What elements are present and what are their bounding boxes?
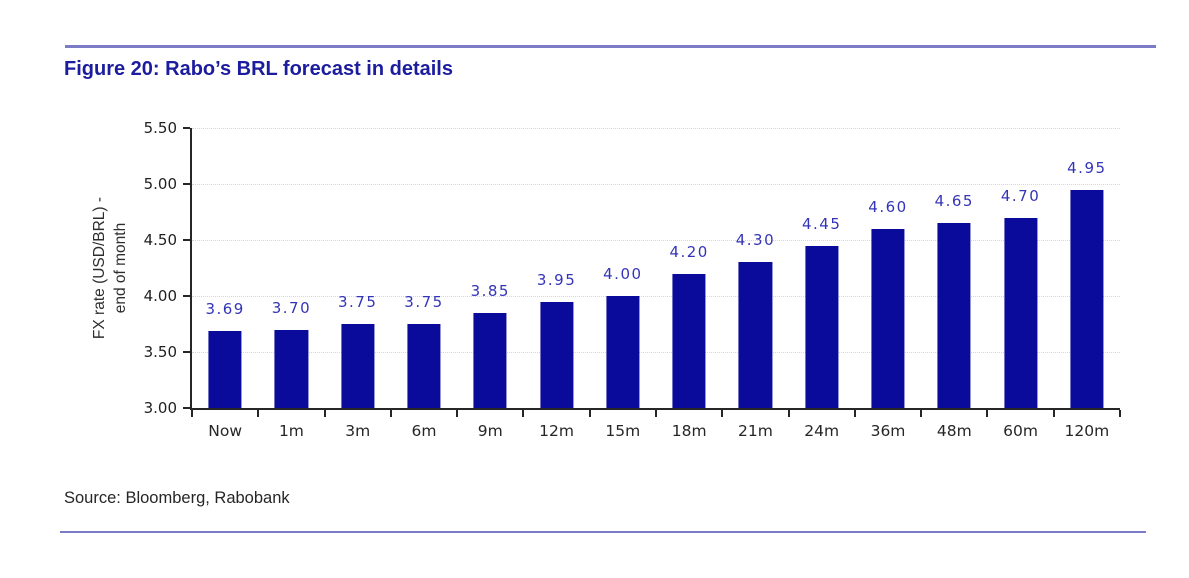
x-axis-category-label: Now (208, 422, 243, 440)
y-tick-label: 3.00 (143, 399, 177, 417)
bar-value-label: 4.60 (868, 197, 908, 216)
y-axis-tick (183, 239, 190, 241)
y-tick-label: 4.00 (143, 287, 177, 305)
bar (871, 228, 905, 408)
bar (341, 324, 375, 408)
x-axis-tick (1119, 410, 1121, 417)
x-axis-category-label: 6m (411, 422, 437, 440)
bar (937, 223, 971, 408)
x-axis-tick (1052, 410, 1055, 417)
y-tick-label: 5.50 (143, 119, 177, 137)
y-tick-label: 5.00 (143, 175, 177, 193)
bar-value-label: 4.70 (1000, 186, 1041, 205)
x-axis-tick (787, 410, 790, 417)
bar-value-label: 4.45 (802, 214, 842, 233)
x-axis-tick (655, 410, 657, 417)
bar-value-label: 4.95 (1067, 158, 1107, 177)
x-axis-tick (853, 410, 856, 417)
gridline (192, 240, 1120, 241)
bar-value-label: 4.65 (934, 192, 974, 211)
y-axis-tick (183, 295, 190, 297)
bar (473, 312, 507, 408)
x-axis-category-label: 9m (477, 422, 503, 440)
x-axis-category-label: 18m (671, 422, 707, 440)
x-axis-category-label: 24m (804, 422, 840, 440)
gridline (192, 352, 1120, 353)
x-axis-category-label: 36m (870, 422, 906, 440)
bar-value-label: 3.75 (404, 293, 444, 311)
y-tick-label: 4.50 (143, 231, 177, 249)
x-axis-category-label: 12m (539, 422, 574, 440)
x-axis-tick (920, 410, 923, 417)
x-axis-tick (191, 410, 193, 417)
x-axis-category-label: 60m (1003, 422, 1038, 440)
y-axis-tick (183, 407, 190, 409)
bar (672, 273, 706, 408)
x-axis-tick (456, 410, 459, 417)
y-axis-title-line1: FX rate (USD/BRL) - (91, 196, 108, 340)
plot-area: 3.00 3.50 4.00 4.50 5.00 5.50 3.69 Now 3.70 1m 3.7… (144, 119, 1121, 440)
bar (1003, 217, 1038, 408)
bar-value-label: 4.30 (735, 231, 776, 250)
x-axis-tick (986, 410, 989, 417)
bar (738, 262, 772, 408)
x-axis-tick (522, 410, 525, 417)
x-axis-tick (588, 410, 591, 417)
bar-value-label: 3.70 (271, 298, 312, 317)
bar (274, 329, 308, 408)
x-axis-category-label: 3m (345, 422, 371, 440)
bar-value-label: 4.20 (669, 242, 709, 261)
bar (1070, 189, 1104, 408)
x-axis-tick (389, 410, 392, 417)
top-rule (65, 45, 1156, 48)
gridline (192, 128, 1120, 129)
y-axis-title: FX rate (USD/BRL) - end of month (90, 127, 132, 409)
y-tick-label: 3.50 (143, 343, 177, 361)
x-axis-category-label: 21m (738, 422, 773, 440)
bar (805, 245, 839, 408)
y-axis-title-line2: end of month (111, 222, 129, 314)
x-axis-category-label: 48m (936, 422, 972, 440)
y-axis-tick (183, 127, 190, 129)
x-axis-tick (721, 410, 724, 417)
gridline (192, 184, 1120, 185)
bar-value-label: 3.95 (536, 270, 577, 289)
x-axis-tick (257, 410, 260, 417)
x-axis-category-label: 1m (278, 422, 304, 440)
y-axis-tick (183, 183, 190, 185)
bar-value-label: 3.69 (205, 299, 245, 318)
x-axis-tick (323, 410, 326, 417)
bar (407, 324, 441, 408)
bar-value-label: 3.85 (470, 281, 510, 300)
bar (606, 296, 640, 408)
source-text: Source: Bloomberg, Rabobank (64, 489, 290, 507)
bar (208, 330, 242, 408)
x-axis-category-label: 15m (605, 422, 641, 440)
bar-value-label: 4.00 (603, 265, 643, 283)
bar-value-label: 3.75 (338, 293, 378, 311)
y-axis-tick (183, 351, 190, 353)
figure-title: Figure 20: Rabo’s BRL forecast in detail… (64, 58, 453, 80)
bar (539, 301, 574, 408)
bottom-rule (60, 531, 1146, 533)
x-axis-category-label: 120m (1064, 422, 1110, 440)
gridline (192, 296, 1120, 297)
